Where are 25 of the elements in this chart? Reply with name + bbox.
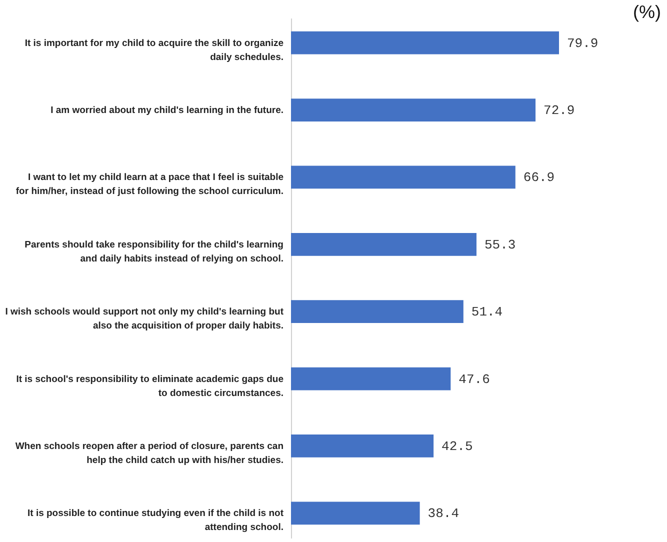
y-tick-label: Parents should take responsibility for the child's learning and daily habits instead of relying on school. xyxy=(24,239,284,264)
data-label: 72.9 xyxy=(544,103,575,118)
y-tick-label: It is possible to continue studying even if the child is not attending school. xyxy=(28,508,284,534)
y-tick-label: It is important for my child to acquire the skill to organize daily schedules. xyxy=(24,38,284,63)
y-tick-label: I am worried about my child's learning in the future. xyxy=(50,105,284,116)
bar xyxy=(291,300,464,324)
bar xyxy=(291,232,476,256)
data-label: 66.9 xyxy=(523,170,555,186)
y-tick-label: I wish schools would support not only my child's learning but also the acquisition of proper daily habits. xyxy=(5,306,284,332)
data-label: 42.5 xyxy=(442,438,473,454)
bar xyxy=(291,31,559,54)
bar xyxy=(291,502,420,525)
text: (%) xyxy=(633,2,661,23)
bar xyxy=(291,434,434,458)
data-label: 55.3 xyxy=(484,237,516,252)
bar xyxy=(291,166,516,189)
y-tick-label: When schools reopen after a period of closure, parents can help the child catch up with his/her studies. xyxy=(15,440,284,466)
data-label: 38.4 xyxy=(428,506,460,522)
data-label: 51.4 xyxy=(471,304,503,320)
y-tick-label: It is school's responsibility to eliminate academic gaps due to domestic circumstances. xyxy=(16,374,284,399)
bar xyxy=(291,367,451,390)
y-tick-label: I want to let my child learn at a pace that I feel is suitable for him/her, instead of just following the school curriculum. xyxy=(16,172,284,198)
data-label: 79.9 xyxy=(567,36,598,51)
data-label: 47.6 xyxy=(458,372,490,387)
bar xyxy=(291,98,536,122)
